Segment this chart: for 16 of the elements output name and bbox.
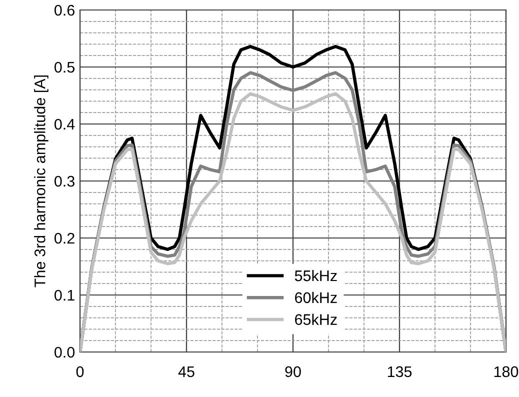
y-tick-label: 0.6 <box>54 4 74 16</box>
y-tick-label: 0.2 <box>54 232 74 244</box>
legend-label: 60kHz <box>295 292 337 304</box>
x-tick-label: 90 <box>285 366 301 378</box>
x-tick-label: 135 <box>388 366 412 378</box>
y-tick-label: 0.1 <box>54 290 74 301</box>
y-axis-title: The 3rd harmonic amplitude [A] <box>34 76 48 288</box>
y-tick-label: 0.5 <box>54 62 74 73</box>
x-tick-label: 180 <box>494 366 518 378</box>
y-tick-label: 0.3 <box>54 176 74 187</box>
y-tick-label: 0.4 <box>54 118 75 130</box>
x-tick-label: 45 <box>178 366 194 378</box>
legend-label: 55kHz <box>294 270 337 282</box>
x-tick-label: 0 <box>76 366 84 378</box>
y-tick-label: 0.0 <box>54 346 75 358</box>
legend-label: 65kHz <box>295 314 337 325</box>
